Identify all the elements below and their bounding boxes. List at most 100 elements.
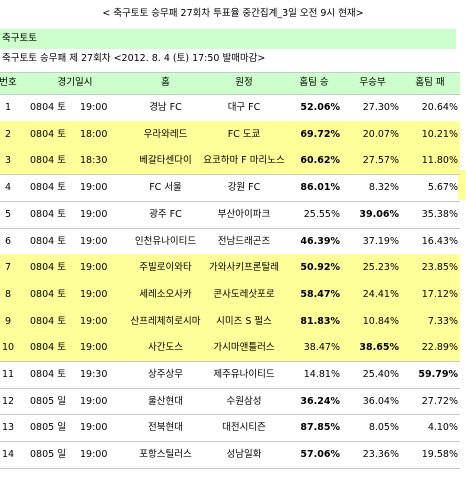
highlight-row (0, 334, 460, 361)
cell: 0805 일 (30, 449, 66, 461)
cell: 1 (4, 102, 12, 113)
cell: 10 (1, 342, 15, 354)
row-line (0, 414, 460, 416)
percent-cell: 10.84% (362, 315, 399, 327)
percent-cell: 39.06% (359, 208, 399, 220)
percent-cell: 59.79% (418, 369, 458, 380)
cell: 0805 일 (30, 422, 66, 434)
highlight-row (0, 120, 460, 148)
cell: 19:00 (80, 235, 108, 247)
cell: 부산아이파크 (217, 208, 271, 220)
cell: 대전시티즌 (222, 422, 266, 434)
cell: 19:00 (80, 182, 108, 194)
cell: FC 도쿄 (227, 128, 261, 140)
percent-cell: 36.04% (362, 395, 399, 407)
percent-cell: 38.65% (359, 342, 399, 354)
cell: 5 (4, 208, 12, 220)
row-line (0, 467, 460, 469)
percent-cell: 23.85% (421, 262, 458, 274)
cell: FC 서울 (149, 182, 182, 194)
percent-cell: 14.81% (303, 369, 340, 380)
row-line (0, 227, 460, 229)
cell: 0805 일 (30, 395, 66, 407)
column-header: 홈팀 패 (415, 77, 445, 88)
page-title: < 축구토토 승무패 27회차 투표율 중간집계_3일 오전 9시 현재> (102, 8, 364, 19)
row-line (0, 72, 460, 73)
cell: 산프레체히로시마 (130, 315, 201, 327)
cell: 19:00 (80, 102, 108, 113)
percent-cell: 10.21% (421, 128, 458, 140)
row-line (0, 441, 460, 443)
cell: 울산현대 (148, 395, 183, 407)
cell: 0804 토 (30, 155, 66, 167)
cell: 주빌로이와타 (139, 262, 192, 274)
cell: 콘사도레삿포로 (213, 288, 275, 300)
cell: 포항스틸러스 (139, 449, 192, 461)
percent-cell: 69.72% (300, 128, 340, 140)
cell: 수원삼성 (226, 395, 262, 407)
percent-cell: 8.32% (368, 182, 399, 194)
cell: 성남일화 (226, 449, 262, 461)
percent-cell: 27.72% (421, 395, 458, 407)
row-line (0, 174, 460, 176)
cell: 19:00 (80, 395, 108, 407)
highlight-row (0, 147, 460, 175)
cell: 가와사키프론탈레 (209, 262, 279, 274)
cell: 19:00 (80, 208, 108, 220)
cell: 요코하마 F 마리노스 (203, 155, 285, 167)
cell: 시미즈 S 펄스 (216, 315, 272, 327)
percent-cell: 24.41% (362, 288, 399, 300)
percent-cell: 36.24% (300, 395, 340, 407)
cell: 사간도스 (148, 342, 183, 354)
cell: 19:00 (80, 262, 108, 274)
cell: 강원 FC (227, 182, 261, 194)
cell: 제주유나이티드 (213, 369, 275, 380)
percent-cell: 87.85% (300, 422, 340, 434)
column-header: 원정 (235, 77, 253, 88)
highlight-row (0, 254, 460, 281)
cell: 상주상무 (148, 369, 183, 380)
cell: 0804 토 (30, 128, 66, 140)
column-header: 경기일시 (57, 77, 93, 88)
highlight-row (0, 307, 460, 335)
cell: 전남드래곤즈 (217, 235, 271, 247)
percent-cell: 27.30% (362, 102, 399, 113)
percent-cell: 8.05% (368, 422, 399, 434)
cell: 0804 토 (30, 342, 66, 354)
percent-cell: 19.58% (421, 449, 458, 461)
cell: 6 (4, 235, 12, 247)
cell: 11 (1, 369, 15, 380)
percent-cell: 20.64% (421, 102, 458, 113)
cell: 14 (1, 449, 15, 461)
percent-cell: 25.55% (303, 208, 340, 220)
cell: 19:00 (80, 288, 108, 300)
cell: 인천유나이티드 (134, 235, 197, 247)
percent-cell: 25.23% (362, 262, 399, 274)
percent-cell: 11.80% (421, 155, 458, 167)
cell: 12 (1, 395, 15, 407)
cell: 19:30 (80, 369, 108, 380)
cell: 경남 FC (149, 102, 182, 113)
subtitle: 축구토토 승무패 제 27회차 <2012. 8. 4 (토) 17:50 발매… (2, 53, 266, 64)
header-row (0, 72, 460, 94)
percent-cell: 25.40% (362, 369, 399, 380)
cell: 3 (4, 155, 12, 167)
column-header: 홈팀 승 (299, 77, 329, 88)
row-line (0, 200, 460, 202)
cell: 0804 토 (30, 235, 66, 247)
percent-cell: 57.06% (300, 449, 340, 461)
percent-cell: 27.57% (362, 155, 399, 167)
cell: 0804 토 (30, 288, 66, 300)
cell: 우라와레드 (143, 128, 188, 140)
cell: 9 (4, 315, 12, 327)
column-header: 홈 (161, 77, 170, 88)
column-header: 번호 (0, 77, 17, 88)
row-line (0, 387, 460, 389)
cell: 7 (4, 262, 12, 274)
percent-cell: 37.19% (362, 235, 399, 247)
cell: 19:00 (80, 449, 108, 461)
cell: 19:00 (80, 342, 108, 354)
cell: 19:00 (80, 315, 108, 327)
edge-cell (458, 170, 466, 200)
percent-cell: 60.62% (300, 155, 340, 167)
